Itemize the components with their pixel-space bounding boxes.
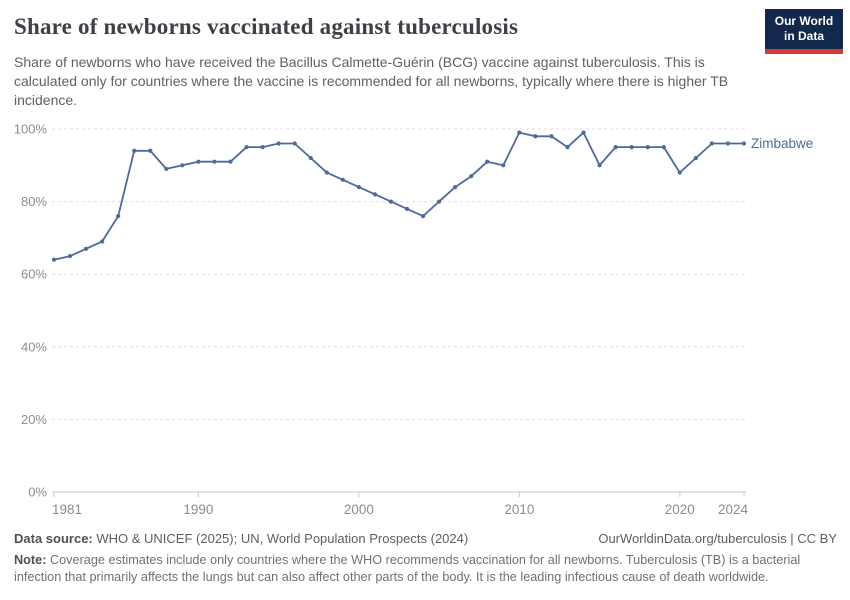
y-tick-label-60: 60% bbox=[21, 267, 47, 282]
data-point-1988 bbox=[164, 166, 169, 172]
data-point-1992 bbox=[228, 159, 233, 164]
data-point-1993 bbox=[244, 145, 249, 150]
y-tick-label-40: 40% bbox=[21, 339, 47, 354]
x-tick-label-2010: 2010 bbox=[504, 502, 534, 517]
data-point-2024 bbox=[741, 141, 747, 146]
data-point-2019 bbox=[661, 145, 666, 150]
data-point-2001 bbox=[372, 192, 378, 197]
data-point-2008 bbox=[485, 159, 490, 164]
y-tick-label-20: 20% bbox=[21, 412, 47, 427]
x-tick-label-2024: 2024 bbox=[718, 502, 749, 517]
data-point-1999 bbox=[340, 177, 345, 182]
data-point-1982 bbox=[67, 253, 73, 259]
data-point-2013 bbox=[565, 145, 570, 150]
data-point-2016 bbox=[613, 145, 618, 150]
y-tick-label-100: 100% bbox=[14, 122, 48, 137]
data-point-2009 bbox=[501, 163, 506, 168]
data-source-text: WHO & UNICEF (2025); UN, World Populatio… bbox=[92, 531, 469, 546]
chart-footer: Data source: WHO & UNICEF (2025); UN, Wo… bbox=[14, 531, 837, 585]
data-point-1991 bbox=[212, 159, 217, 164]
data-point-2012 bbox=[549, 134, 554, 139]
data-point-1981 bbox=[51, 257, 57, 262]
owid-link[interactable]: OurWorldinData.org/tuberculosis | CC BY bbox=[598, 531, 837, 546]
data-point-2022 bbox=[709, 141, 715, 146]
data-point-1996 bbox=[292, 141, 297, 146]
data-point-1987 bbox=[148, 148, 153, 153]
y-tick-label-0: 0% bbox=[28, 485, 47, 500]
data-point-2003 bbox=[404, 206, 410, 211]
data-point-2014 bbox=[581, 130, 586, 135]
data-point-1995 bbox=[276, 141, 281, 146]
data-point-2015 bbox=[597, 163, 602, 168]
x-tick-label-1981: 1981 bbox=[52, 502, 82, 517]
chart-subtitle: Share of newborns who have received the … bbox=[14, 54, 729, 108]
data-point-2006 bbox=[453, 184, 458, 190]
page-title: Share of newborns vaccinated against tub… bbox=[14, 14, 519, 39]
data-point-2021 bbox=[693, 155, 698, 161]
data-point-1985 bbox=[116, 214, 121, 219]
data-source: Data source: WHO & UNICEF (2025); UN, Wo… bbox=[14, 531, 468, 546]
owid-logo-line1: Our World bbox=[774, 14, 834, 28]
data-point-2011 bbox=[533, 134, 538, 139]
data-point-1994 bbox=[260, 145, 265, 150]
data-point-2002 bbox=[388, 199, 394, 204]
data-point-2007 bbox=[469, 174, 474, 179]
note-text: Coverage estimates include only countrie… bbox=[14, 553, 801, 584]
data-point-2000 bbox=[356, 184, 361, 190]
data-point-2010 bbox=[517, 130, 522, 135]
data-point-1990 bbox=[196, 159, 201, 164]
data-point-1997 bbox=[308, 155, 313, 161]
data-point-2018 bbox=[645, 145, 650, 150]
x-tick-label-2020: 2020 bbox=[665, 502, 695, 517]
data-point-1984 bbox=[100, 239, 105, 244]
data-point-2017 bbox=[629, 145, 634, 150]
data-point-2004 bbox=[420, 214, 426, 219]
entity-label: Zimbabwe bbox=[751, 136, 813, 151]
series-line-zimbabwe bbox=[53, 131, 744, 261]
x-tick-label-1990: 1990 bbox=[183, 502, 213, 517]
owid-logo-line2: in Data bbox=[783, 29, 824, 43]
data-point-1986 bbox=[132, 148, 137, 153]
owid-logo: Our World in Data bbox=[765, 9, 843, 54]
y-tick-label-80: 80% bbox=[21, 194, 47, 209]
data-point-1998 bbox=[324, 170, 329, 175]
x-tick-label-2000: 2000 bbox=[344, 502, 374, 517]
data-point-2005 bbox=[437, 199, 442, 204]
note-label: Note: bbox=[14, 553, 47, 567]
data-point-1983 bbox=[83, 246, 89, 251]
data-point-2023 bbox=[725, 141, 731, 146]
data-point-2020 bbox=[677, 170, 682, 175]
data-source-label: Data source: bbox=[14, 531, 93, 546]
data-point-1989 bbox=[180, 163, 185, 168]
